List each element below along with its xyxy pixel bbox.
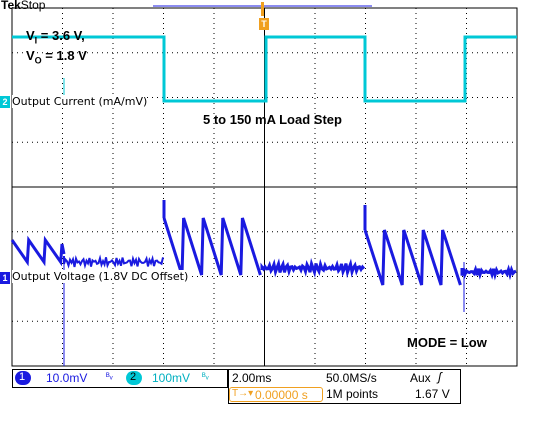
load-step-annotation: 5 to 150 mA Load Step bbox=[203, 112, 342, 127]
channel-scale-panel[interactable]: 1 10.0mV ᴮᵥ 2 100mV ᴮᵥ bbox=[12, 369, 228, 388]
trigger-delay-box[interactable]: T→▾ 0.00000 s bbox=[229, 387, 323, 402]
ch2-marker[interactable]: 2 bbox=[0, 96, 10, 108]
ch2-scale-badge[interactable]: 2 bbox=[126, 371, 142, 385]
output-voltage-ripple bbox=[162, 200, 262, 276]
ch1-marker[interactable]: 1 bbox=[0, 272, 10, 284]
trigger-source-value: Aux bbox=[410, 371, 431, 385]
ch2-scale-value: 100mV bbox=[152, 371, 191, 385]
scope-header: TekStop bbox=[1, 0, 45, 12]
trigger-delay-value: 0.00000 s bbox=[255, 388, 308, 402]
output-voltage-ripple bbox=[10, 235, 66, 267]
acquisition-state: Stop bbox=[20, 0, 46, 12]
rising-edge-icon: ʃ bbox=[438, 370, 442, 384]
output-voltage-annotation: VO = 1.8 V bbox=[26, 48, 87, 66]
output-voltage-noise bbox=[63, 254, 164, 270]
mode-annotation: MODE = Low bbox=[407, 335, 487, 350]
output-current-trace bbox=[12, 35, 517, 103]
ch1-scale-value: 10.0mV bbox=[46, 371, 88, 385]
trigger-level-value: 1.67 V bbox=[415, 387, 450, 401]
bw-limit-icon: ᴮᵥ bbox=[106, 371, 113, 381]
ch1-label: Output Voltage (1.8V DC Offset) bbox=[12, 270, 189, 283]
input-voltage-annotation: VI = 3.6 V, bbox=[26, 28, 85, 46]
output-voltage-ripple bbox=[363, 205, 462, 286]
timebase-trigger-panel[interactable]: 2.00ms 50.0MS/s Aux ʃ T→▾ 0.00000 s 1M p… bbox=[228, 369, 461, 404]
bw-limit-icon: ᴮᵥ bbox=[202, 371, 209, 381]
waveforms bbox=[10, 35, 517, 366]
output-voltage-noise bbox=[260, 257, 366, 279]
output-voltage-noise bbox=[460, 264, 517, 281]
timebase-value: 2.00ms bbox=[232, 371, 272, 385]
graticule bbox=[11, 5, 518, 367]
trigger-position-marker[interactable]: T bbox=[259, 18, 269, 30]
ch2-label: Output Current (mA/mV) bbox=[12, 95, 148, 108]
record-length-value: 1M points bbox=[326, 387, 379, 401]
sample-rate-value: 50.0MS/s bbox=[326, 371, 377, 385]
ch1-scale-badge[interactable]: 1 bbox=[15, 371, 31, 385]
brand-label: Tek bbox=[1, 0, 21, 12]
trigger-delay-icon: T→▾ bbox=[232, 388, 254, 399]
trigger-arrow-icon bbox=[261, 2, 270, 16]
